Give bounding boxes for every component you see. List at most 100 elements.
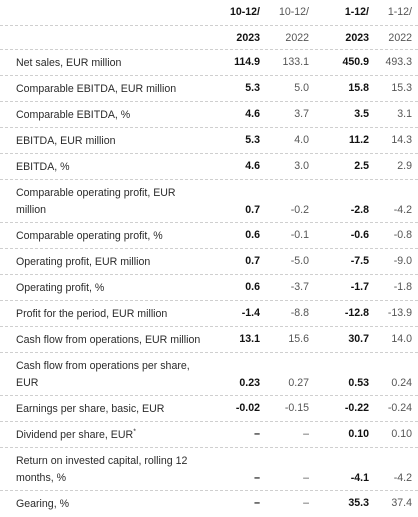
value-cell: -1.8 — [393, 281, 412, 293]
value-cell: 0.10 — [391, 428, 412, 440]
row-label-text: Cash flow from operations per share, EUR — [16, 360, 190, 389]
value-cell: -12.8 — [344, 307, 369, 319]
value-cell: 2.5 — [354, 160, 369, 172]
row-label: Operating profit, % — [16, 280, 206, 297]
table-row: Gearing, % – – 35.3 37.4 — [0, 491, 418, 517]
value-cell: -0.2 — [290, 204, 309, 216]
value-cell: 0.27 — [288, 377, 309, 389]
value-cell: 30.7 — [348, 333, 369, 345]
header-year-fy-2022: 2022 — [388, 32, 412, 44]
row-label-text: Comparable EBITDA, EUR million — [16, 83, 177, 95]
table-row: Net sales, EUR million 114.9 133.1 450.9 493… — [0, 50, 418, 76]
table-row: Dividend per share, EUR* – – 0.10 0.10 — [0, 422, 418, 448]
value-cell: -0.6 — [350, 229, 369, 241]
row-label-text: Comparable operating profit, EUR million — [16, 187, 176, 216]
value-cell: -3.7 — [290, 281, 309, 293]
row-label: Comparable EBITDA, EUR million — [16, 81, 206, 98]
value-cell: -0.8 — [393, 229, 412, 241]
value-cell: – — [254, 497, 260, 509]
value-cell: – — [303, 472, 309, 484]
row-label-text: EBITDA, % — [16, 161, 70, 173]
row-label: Cash flow from operations, EUR million — [16, 332, 206, 349]
value-cell: -1.4 — [241, 307, 260, 319]
value-cell: 14.0 — [391, 333, 412, 345]
table-row: Operating profit, EUR million 0.7 -5.0 -7.5… — [0, 249, 418, 275]
row-label: Earnings per share, basic, EUR — [16, 401, 206, 418]
value-cell: 5.0 — [294, 82, 309, 94]
value-cell: -0.02 — [235, 402, 260, 414]
table-row: Comparable EBITDA, % 4.6 3.7 3.5 3.1 — [0, 102, 418, 128]
row-label: Comparable EBITDA, % — [16, 107, 206, 124]
value-cell: -2.8 — [350, 204, 369, 216]
header-year-fy-2023: 2023 — [345, 32, 369, 44]
row-label: EBITDA, EUR million — [16, 133, 206, 150]
row-label-text: Comparable operating profit, % — [16, 230, 163, 242]
value-cell: -8.8 — [290, 307, 309, 319]
row-label: Cash flow from operations per share, EUR — [16, 358, 206, 392]
row-label-text: Earnings per share, basic, EUR — [16, 403, 165, 415]
table-row: Comparable operating profit, % 0.6 -0.1 -0.… — [0, 223, 418, 249]
value-cell: 35.3 — [348, 497, 369, 509]
header-period-fy-2022: 1-12/ — [387, 6, 412, 18]
table-row: EBITDA, % 4.6 3.0 2.5 2.9 — [0, 154, 418, 180]
value-cell: 0.7 — [245, 204, 260, 216]
row-label: Profit for the period, EUR million — [16, 306, 206, 323]
table-row: Cash flow from operations, EUR million 13… — [0, 327, 418, 353]
value-cell: -0.1 — [290, 229, 309, 241]
header-year-q4-2022: 2022 — [285, 32, 309, 44]
value-cell: – — [303, 497, 309, 509]
value-cell: 2.9 — [397, 160, 412, 172]
value-cell: 0.7 — [245, 255, 260, 267]
row-label: Gearing, % — [16, 496, 206, 513]
value-cell: -4.1 — [350, 472, 369, 484]
value-cell: -0.22 — [344, 402, 369, 414]
value-cell: 4.0 — [294, 134, 309, 146]
value-cell: -4.2 — [393, 204, 412, 216]
table-row: Profit for the period, EUR million -1.4 -8… — [0, 301, 418, 327]
header-period-q4-2023: 10-12/ — [229, 6, 260, 18]
value-cell: 0.53 — [348, 377, 369, 389]
row-label-text: EBITDA, EUR million — [16, 135, 116, 147]
value-cell: 13.1 — [239, 333, 260, 345]
value-cell: 133.1 — [282, 56, 309, 68]
table-row: Return on invested capital, rolling 12 m… — [0, 448, 418, 491]
value-cell: 0.24 — [391, 377, 412, 389]
value-cell: – — [254, 472, 260, 484]
row-label: Return on invested capital, rolling 12 m… — [16, 453, 206, 487]
value-cell: 37.4 — [391, 497, 412, 509]
value-cell: 0.6 — [245, 229, 260, 241]
table-row: Operating profit, % 0.6 -3.7 -1.7 -1.8 — [0, 275, 418, 301]
value-cell: -5.0 — [290, 255, 309, 267]
value-cell: 15.6 — [288, 333, 309, 345]
row-label-text: Cash flow from operations, EUR million — [16, 334, 201, 346]
value-cell: 4.6 — [245, 160, 260, 172]
row-label: Operating profit, EUR million — [16, 254, 206, 271]
value-cell: 5.3 — [245, 82, 260, 94]
value-cell: – — [254, 428, 260, 440]
row-label-text: Operating profit, % — [16, 282, 105, 294]
table-row: Earnings per share, basic, EUR -0.02 -0.15… — [0, 396, 418, 422]
value-cell: 15.3 — [391, 82, 412, 94]
value-cell: -13.9 — [387, 307, 412, 319]
value-cell: 493.3 — [385, 56, 412, 68]
value-cell: -1.7 — [350, 281, 369, 293]
row-label-text: Profit for the period, EUR million — [16, 308, 168, 320]
footnote-marker: * — [133, 428, 136, 436]
header-period-fy-2023: 1-12/ — [344, 6, 369, 18]
value-cell: -0.15 — [284, 402, 309, 414]
row-label-text: Comparable EBITDA, % — [16, 109, 131, 121]
value-cell: 4.6 — [245, 108, 260, 120]
value-cell: 0.23 — [239, 377, 260, 389]
value-cell: 450.9 — [342, 56, 369, 68]
table-row: EBITDA, EUR million 5.3 4.0 11.2 14.3 — [0, 128, 418, 154]
header-period-row: 10-12/ 10-12/ 1-12/ 1-12/ — [0, 0, 418, 26]
value-cell: 114.9 — [234, 56, 260, 68]
header-year-row: 2023 2022 2023 2022 — [0, 26, 418, 50]
table-row: Comparable operating profit, EUR million… — [0, 180, 418, 223]
value-cell: -7.5 — [350, 255, 369, 267]
value-cell: 15.8 — [348, 82, 369, 94]
value-cell: 14.3 — [391, 134, 412, 146]
row-label: Comparable operating profit, % — [16, 228, 206, 245]
value-cell: -4.2 — [393, 472, 412, 484]
